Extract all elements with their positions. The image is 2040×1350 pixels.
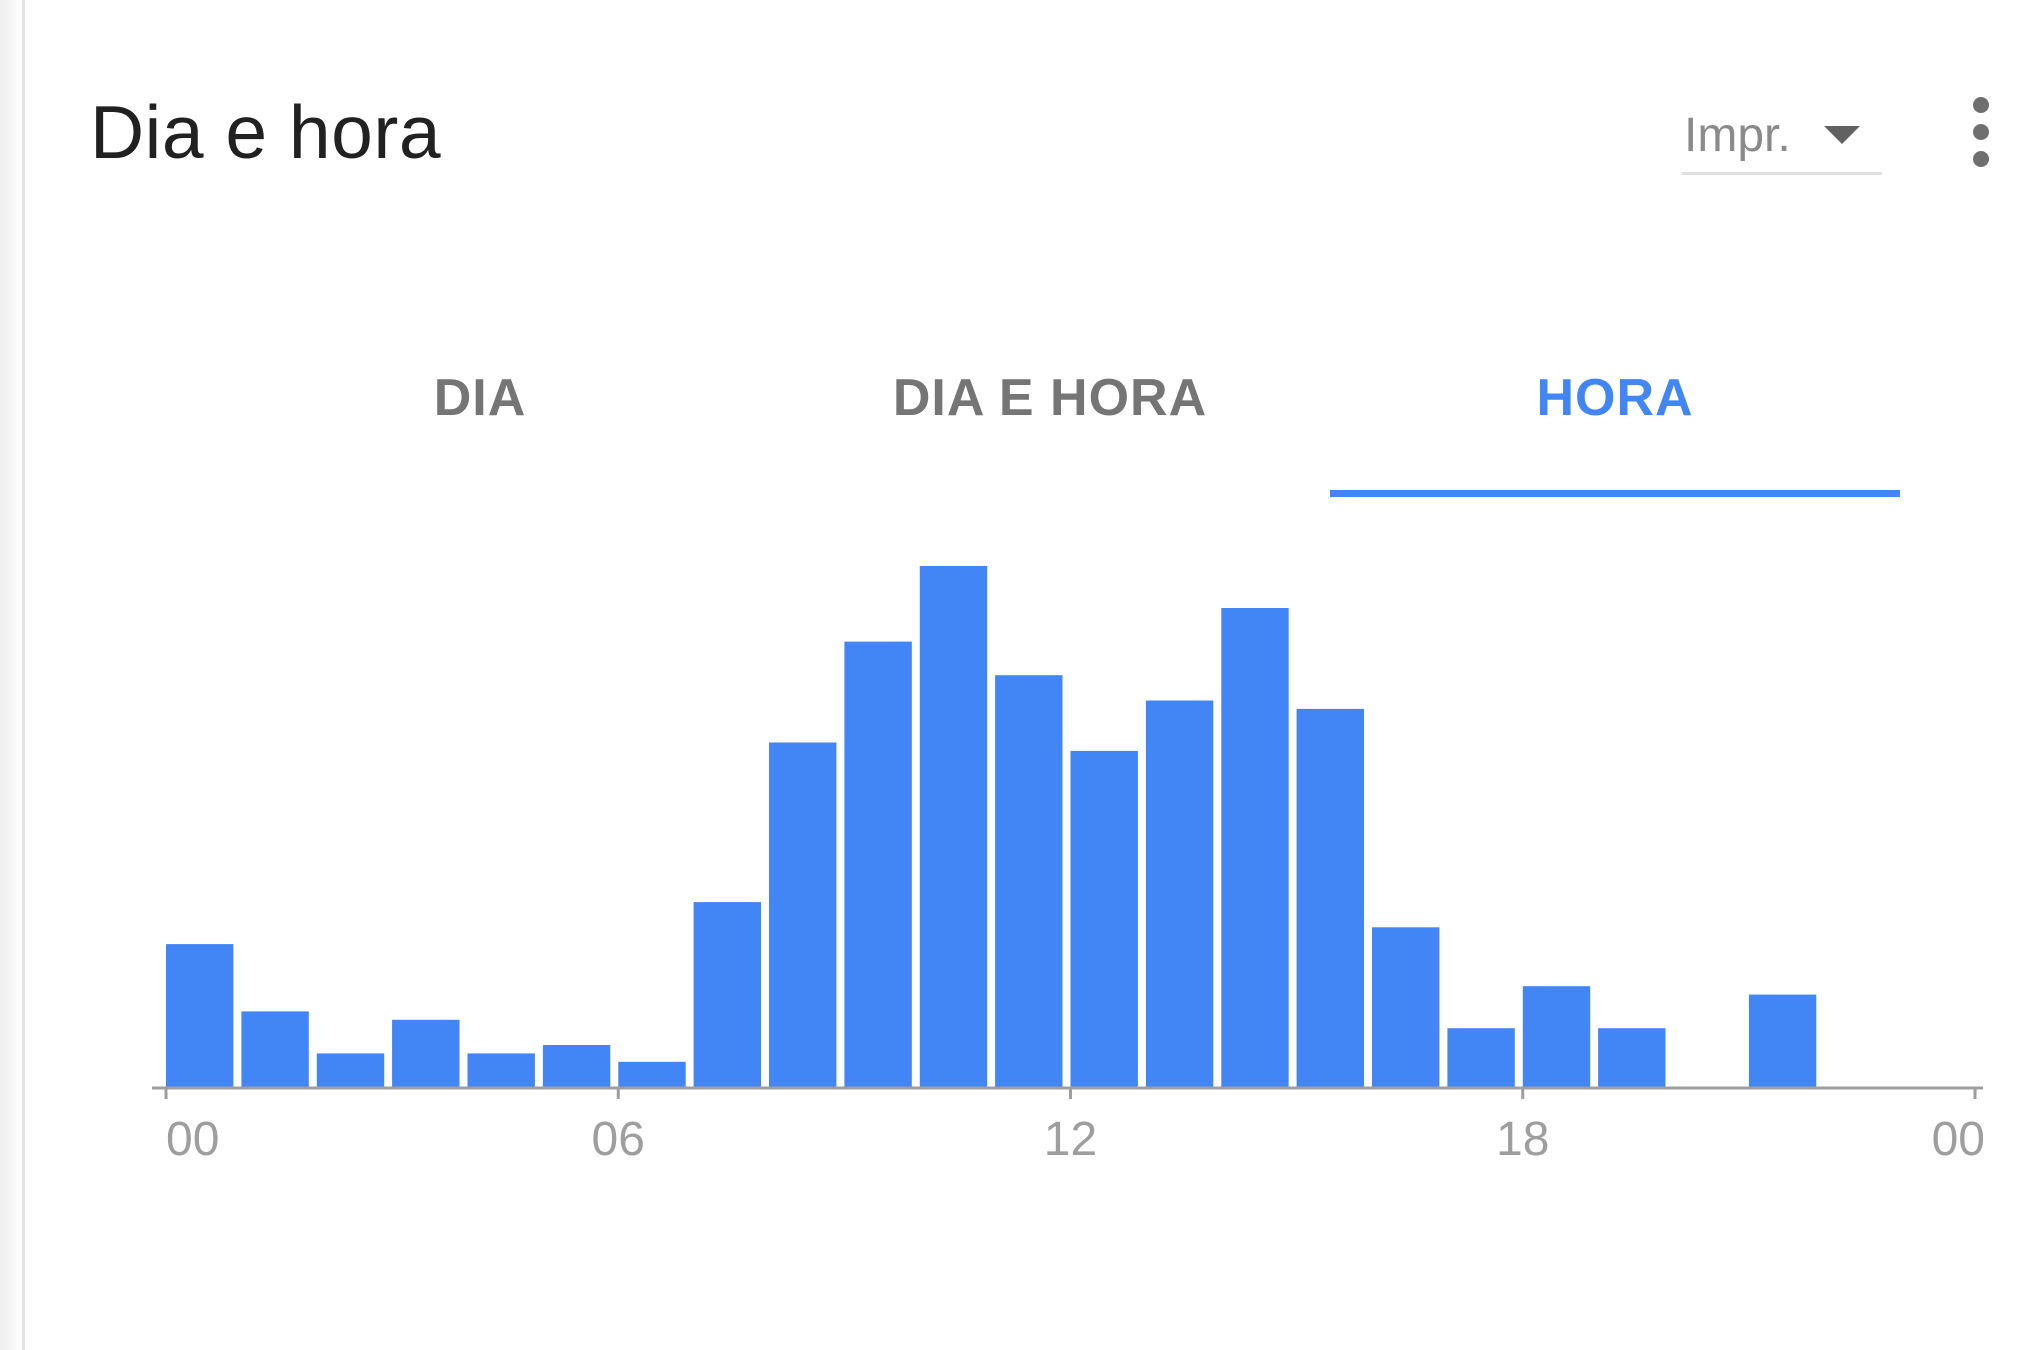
bar-hour-13[interactable] — [1145, 700, 1214, 1088]
bar-hour-01[interactable] — [241, 1011, 309, 1087]
bar-hour-21[interactable] — [1748, 994, 1817, 1087]
x-tick-label: 18 — [1496, 1113, 1549, 1166]
card-title: Dia e hora — [90, 90, 442, 174]
metric-dropdown-value: Impr. — [1684, 109, 1791, 162]
x-tick-label: 12 — [1044, 1113, 1097, 1166]
bar-hour-15[interactable] — [1296, 708, 1364, 1087]
more-options-button[interactable] — [1962, 92, 2002, 172]
bar-hour-11[interactable] — [995, 675, 1063, 1087]
bar-hour-04[interactable] — [467, 1053, 535, 1087]
bar-hour-10[interactable] — [919, 566, 988, 1087]
bar-hour-17[interactable] — [1447, 1028, 1515, 1087]
metric-dropdown[interactable]: Impr. — [1682, 106, 1882, 175]
bar-hour-08[interactable] — [769, 742, 837, 1088]
bar-hour-12[interactable] — [1070, 750, 1138, 1087]
more-vert-icon-dot — [1973, 124, 1989, 140]
bar-hour-14[interactable] — [1221, 608, 1289, 1087]
tab-dia-e-hora[interactable]: DIA E HORA — [892, 369, 1208, 427]
bar-hour-06[interactable] — [618, 1061, 686, 1087]
tab-dia[interactable]: DIA — [433, 369, 527, 427]
card-left-border — [22, 0, 25, 1350]
x-tick-label: 06 — [592, 1113, 645, 1166]
bar-hour-00[interactable] — [166, 944, 234, 1087]
active-tab-indicator — [1330, 490, 1900, 497]
left-edge-shadow — [0, 0, 22, 1350]
x-tick-label: 00 — [1932, 1113, 1985, 1166]
x-tick-label: 00 — [166, 1113, 219, 1166]
bar-hour-09[interactable] — [844, 641, 912, 1087]
bar-hour-05[interactable] — [542, 1045, 611, 1087]
more-vert-icon-dot — [1973, 151, 1989, 167]
bar-hour-18[interactable] — [1522, 986, 1591, 1087]
caret-down-icon — [1824, 126, 1860, 144]
bar-hour-03[interactable] — [392, 1019, 460, 1087]
bar-hour-16[interactable] — [1372, 927, 1440, 1087]
tab-hora[interactable]: HORA — [1536, 369, 1694, 427]
bar-hour-07[interactable] — [693, 902, 761, 1087]
more-vert-icon — [1973, 97, 1989, 113]
bar-hour-19[interactable] — [1598, 1028, 1666, 1087]
bar-hour-02[interactable] — [316, 1053, 385, 1087]
